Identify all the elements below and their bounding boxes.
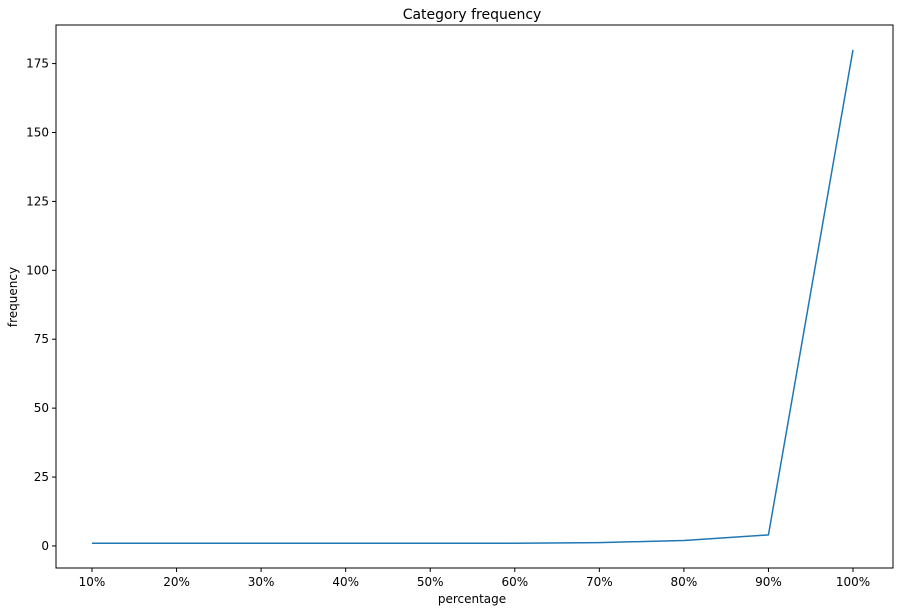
x-tick-label: 60% <box>501 575 528 589</box>
y-tick-label: 50 <box>34 401 49 415</box>
x-tick-label: 80% <box>671 575 698 589</box>
x-tick-label: 90% <box>755 575 782 589</box>
y-tick-label: 25 <box>34 470 49 484</box>
y-axis-label: frequency <box>6 267 20 327</box>
x-tick-label: 100% <box>836 575 870 589</box>
y-tick-label: 100 <box>26 263 49 277</box>
series-line <box>92 49 854 544</box>
x-axis-label: percentage <box>438 592 506 606</box>
x-tick-label: 20% <box>163 575 190 589</box>
y-tick-label: 0 <box>41 539 49 553</box>
chart-title: Category frequency <box>403 7 542 23</box>
y-tick-label: 125 <box>26 194 49 208</box>
x-tick-label: 30% <box>248 575 275 589</box>
x-tick-label: 50% <box>417 575 444 589</box>
y-tick-label: 175 <box>26 57 49 71</box>
plot-frame <box>55 24 894 569</box>
x-tick-label: 70% <box>586 575 613 589</box>
x-tick-label: 10% <box>79 575 106 589</box>
y-tick-label: 150 <box>26 125 49 139</box>
x-tick-label: 40% <box>332 575 359 589</box>
y-tick-label: 75 <box>34 332 49 346</box>
